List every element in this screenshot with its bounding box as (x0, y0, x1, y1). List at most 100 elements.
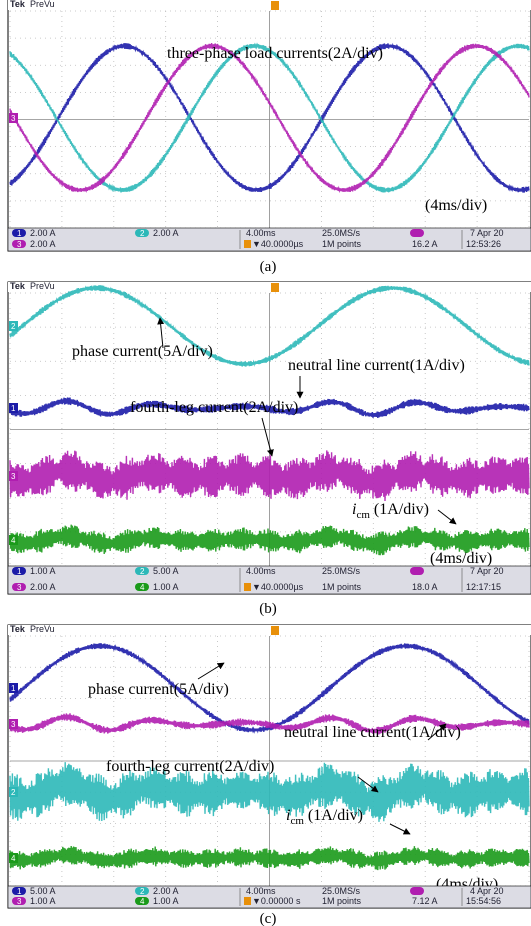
channel-number: 1 (17, 887, 22, 896)
channel-number: 1 (17, 567, 22, 576)
brand: Tek (10, 281, 26, 291)
annotation: icm (1A/div) (286, 807, 363, 827)
channel-badge (135, 583, 149, 591)
trigger-level: 7.12 A (412, 896, 438, 906)
channel-scale: 5.00 A (153, 566, 179, 576)
delay-icon (244, 583, 251, 591)
date: 7 Apr 20 (470, 566, 504, 576)
trigger-channel (410, 229, 424, 237)
annotation: (4ms/div) (430, 550, 492, 567)
annotation: fourth-leg current(2A/div) (106, 758, 274, 775)
ground-marker (9, 719, 18, 729)
channel-badge (12, 229, 26, 237)
waveform (9, 450, 530, 502)
arrow (157, 317, 165, 349)
ground-marker (9, 787, 18, 797)
channel-scale: 2.00 A (153, 886, 179, 896)
ground-marker-label: 3 (11, 472, 16, 481)
trigger-position (271, 1, 279, 10)
channel-scale: 1.00 A (153, 896, 179, 906)
caption: (b) (259, 601, 277, 617)
ground-marker-label: 4 (11, 536, 16, 545)
annotation-text: (1A/div) (304, 807, 363, 824)
timebase: 4.00ms (246, 886, 276, 896)
mode: PreVu (30, 0, 55, 9)
ground-marker-label: 3 (11, 720, 16, 729)
annotation: phase current(5A/div) (88, 681, 229, 698)
header-bar (8, 625, 531, 635)
channel-badge (135, 567, 149, 575)
channel-number: 3 (17, 240, 22, 249)
delay-icon (244, 897, 251, 905)
brand: Tek (10, 624, 26, 634)
ground-marker (9, 535, 18, 545)
channel-scale: 1.00 A (153, 582, 179, 592)
annotation: three-phase load currents(2A/div) (167, 45, 383, 62)
annotation: fourth-leg current(2A/div) (130, 399, 298, 416)
ground-marker-label: 1 (11, 684, 16, 693)
trigger-position (271, 626, 279, 635)
subscript: cm (290, 815, 304, 827)
arrow (427, 723, 447, 741)
ground-marker-label: 2 (11, 788, 16, 797)
ground-marker (9, 853, 18, 863)
ground-marker-label: 1 (11, 404, 16, 413)
waveform (9, 524, 530, 556)
mode: PreVu (30, 281, 55, 291)
channel-scale: 2.00 A (30, 582, 56, 592)
channel-number: 4 (140, 897, 145, 906)
ground-marker-label: 2 (11, 322, 16, 331)
trigger-delay: ▼40.0000µs (252, 582, 304, 592)
ground-marker (9, 113, 18, 123)
trigger-delay: ▼0.00000 s (252, 896, 301, 906)
date: 4 Apr 20 (470, 886, 504, 896)
channel-scale: 2.00 A (153, 228, 179, 238)
status-bar (7, 565, 531, 595)
subscript: cm (356, 509, 370, 521)
annotation: neutral line current(1A/div) (288, 357, 465, 374)
annotation: neutral line current(1A/div) (284, 724, 461, 741)
ground-marker (9, 403, 18, 413)
channel-number: 3 (17, 897, 22, 906)
channel-number: 1 (17, 229, 22, 238)
waveform (9, 397, 530, 418)
trigger-level: 18.0 A (412, 582, 438, 592)
annotation: (4ms/div) (425, 197, 487, 214)
arrow (357, 776, 379, 793)
channel-badge (12, 583, 26, 591)
channel-badge (135, 887, 149, 895)
trigger-channel (410, 567, 424, 575)
waveform (9, 845, 530, 871)
sample-rate: 25.0MS/s (322, 228, 361, 238)
waveform (9, 42, 530, 193)
channel-number: 2 (140, 567, 145, 576)
arrow (437, 509, 457, 525)
date: 7 Apr 20 (470, 228, 504, 238)
waveform (9, 285, 530, 367)
channel-scale: 1.00 A (30, 566, 56, 576)
annotation-text: (1A/div) (370, 501, 429, 518)
sample-rate: 25.0MS/s (322, 886, 361, 896)
ground-marker (9, 321, 18, 331)
record-length: 1M points (322, 239, 362, 249)
channel-number: 3 (17, 583, 22, 592)
header-bar (8, 0, 531, 10)
caption: (c) (260, 911, 277, 926)
sample-rate: 25.0MS/s (322, 566, 361, 576)
time: 15:54:56 (466, 896, 501, 906)
brand: Tek (10, 0, 26, 9)
ground-marker (9, 683, 18, 693)
record-length: 1M points (322, 582, 362, 592)
channel-number: 2 (140, 229, 145, 238)
record-length: 1M points (322, 896, 362, 906)
channel-badge (12, 887, 26, 895)
channel-badge (135, 897, 149, 905)
waveform (9, 643, 530, 734)
annotation: phase current(5A/div) (72, 343, 213, 360)
channel-scale: 2.00 A (30, 239, 56, 249)
arrow (389, 823, 411, 835)
trigger-level: 16.2 A (412, 239, 438, 249)
trigger-channel (410, 887, 424, 895)
timebase: 4.00ms (246, 228, 276, 238)
